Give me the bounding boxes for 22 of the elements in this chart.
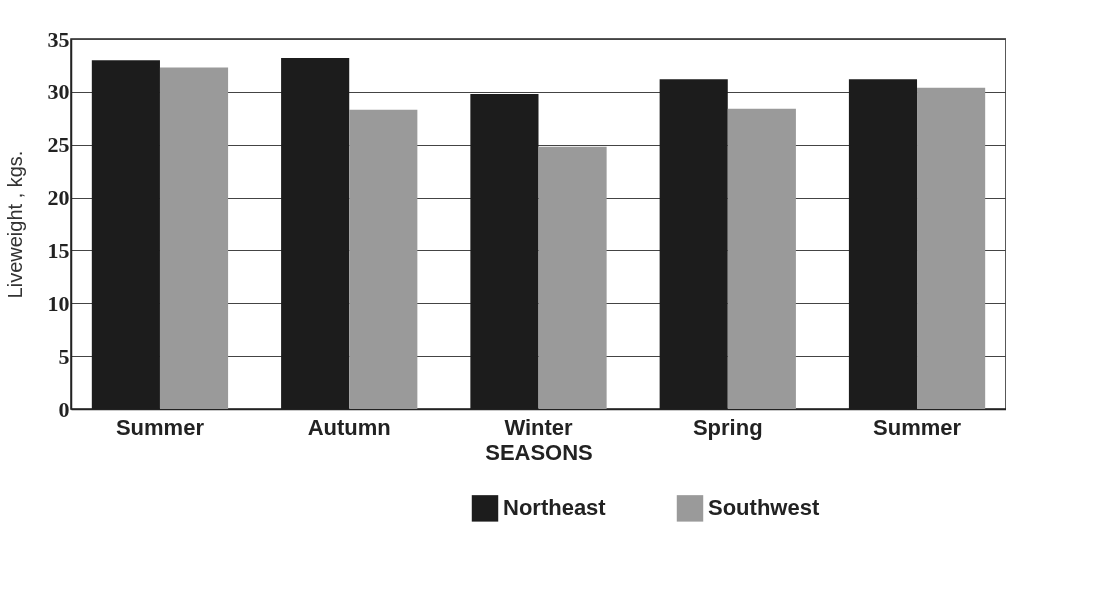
- y-tick-label: 5: [58, 343, 70, 369]
- y-tick-label: 35: [47, 26, 70, 52]
- x-tick-label: Spring: [692, 414, 763, 440]
- bar: [727, 108, 796, 409]
- y-axis-title: Liveweight , kgs.: [3, 150, 26, 299]
- y-tick-label: 20: [47, 185, 70, 211]
- bar: [159, 67, 229, 409]
- x-axis-title: SEASONS: [485, 439, 593, 465]
- bar: [349, 109, 418, 409]
- x-tick-label: Winter: [504, 414, 574, 440]
- bar: [917, 87, 986, 409]
- legend-label: Southwest: [708, 495, 820, 521]
- y-tick-label: 30: [47, 79, 70, 105]
- y-tick-label: 15: [47, 237, 70, 263]
- x-tick-label: Summer: [115, 414, 205, 440]
- y-tick-label: 0: [58, 396, 70, 422]
- y-tick-label: 25: [47, 132, 70, 158]
- x-tick-label: Autumn: [307, 414, 391, 440]
- bar: [538, 146, 607, 409]
- legend-label: Northeast: [503, 495, 607, 521]
- x-tick-label: Summer: [873, 414, 962, 440]
- y-tick-label: 10: [47, 290, 70, 316]
